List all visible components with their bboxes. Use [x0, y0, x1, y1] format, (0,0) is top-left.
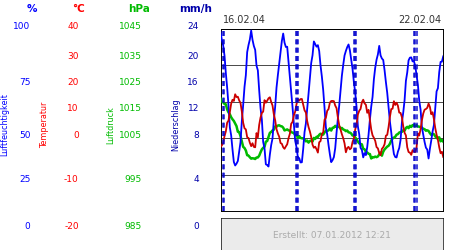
- Text: %: %: [26, 4, 37, 14]
- Text: 30: 30: [67, 52, 79, 61]
- Text: Niederschlag: Niederschlag: [171, 99, 180, 151]
- Text: 0: 0: [73, 130, 79, 140]
- Text: 1045: 1045: [119, 22, 142, 31]
- Text: 1035: 1035: [119, 52, 142, 61]
- Text: 50: 50: [19, 130, 31, 140]
- Text: 4: 4: [194, 176, 199, 184]
- Text: 985: 985: [125, 222, 142, 231]
- Text: -20: -20: [64, 222, 79, 231]
- Text: mm/h: mm/h: [179, 4, 212, 14]
- Text: Temperatur: Temperatur: [40, 102, 50, 148]
- Text: 1025: 1025: [119, 78, 142, 87]
- Text: 20: 20: [188, 52, 199, 61]
- Text: 12: 12: [188, 104, 199, 113]
- Text: 40: 40: [68, 22, 79, 31]
- Text: Erstellt: 07.01.2012 12:21: Erstellt: 07.01.2012 12:21: [273, 231, 391, 240]
- Text: 16: 16: [187, 78, 199, 87]
- Text: Luftdruck: Luftdruck: [106, 106, 115, 144]
- Text: -10: -10: [64, 176, 79, 184]
- Text: 75: 75: [19, 78, 31, 87]
- Text: 22.02.04: 22.02.04: [398, 15, 441, 25]
- Text: Luftfeuchtigkeit: Luftfeuchtigkeit: [0, 94, 9, 156]
- Text: 0: 0: [25, 222, 31, 231]
- Text: 995: 995: [125, 176, 142, 184]
- Text: 0: 0: [193, 222, 199, 231]
- Text: 1015: 1015: [119, 104, 142, 113]
- Text: 10: 10: [67, 104, 79, 113]
- Text: 8: 8: [193, 130, 199, 140]
- Text: 25: 25: [19, 176, 31, 184]
- Text: 100: 100: [14, 22, 31, 31]
- Text: 20: 20: [68, 78, 79, 87]
- Text: 16.02.04: 16.02.04: [223, 15, 266, 25]
- Text: °C: °C: [72, 4, 85, 14]
- Text: 24: 24: [188, 22, 199, 31]
- Text: hPa: hPa: [129, 4, 150, 14]
- Text: 1005: 1005: [119, 130, 142, 140]
